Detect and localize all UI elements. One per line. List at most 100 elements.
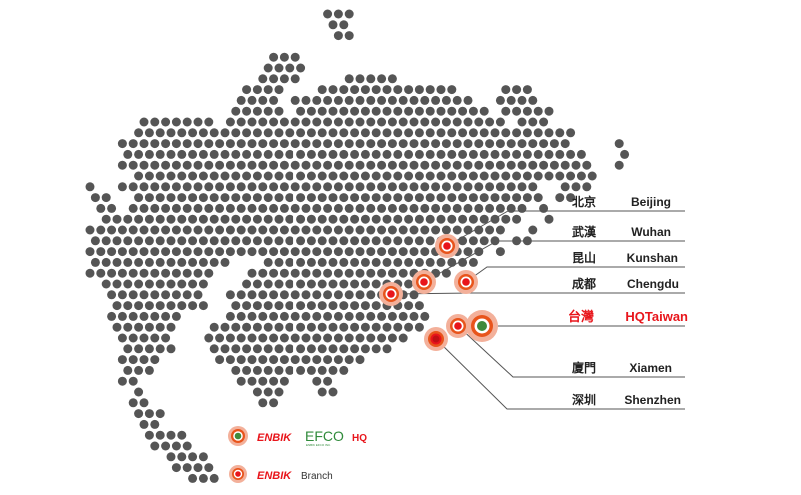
map-dot [101,193,111,203]
map-dot [382,171,392,181]
map-dot [150,311,160,321]
map-dot [134,344,144,354]
branch-marker-icon[interactable] [454,270,478,294]
map-dot [134,257,144,267]
map-dot [377,74,387,84]
location-shenzhen[interactable]: 深圳 Shenzhen [572,392,681,407]
map-dot [225,333,235,343]
map-dot [258,74,268,84]
map-dot [317,365,327,375]
map-dot [387,268,397,278]
map-dot [355,74,365,84]
map-dot [247,268,257,278]
map-dot [355,355,365,365]
leader-lines [390,210,685,410]
map-dot [377,333,387,343]
map-dot [107,203,117,213]
map-dot [436,106,446,116]
map-dot [387,247,397,257]
map-dot [393,85,403,95]
map-dot [301,160,311,170]
map-dot [458,257,468,267]
map-dot [528,182,538,192]
map-dot [161,247,171,257]
map-dot [512,193,522,203]
map-dot [220,236,230,246]
map-dot [263,365,273,375]
map-dot [117,160,127,170]
map-dot [279,74,289,84]
map-dot [317,85,327,95]
location-wuhan[interactable]: 武漢 Wuhan [572,224,671,239]
map-dot [377,182,387,192]
map-dot [377,95,387,105]
map-dot [231,193,241,203]
location-taiwan[interactable]: 台灣 HQTaiwan [568,309,688,325]
map-dot [387,311,397,321]
map-dot [425,149,435,159]
map-dot [431,139,441,149]
map-dot [425,171,435,181]
map-dot [269,333,279,343]
map-dot [382,85,392,95]
map-dot [479,214,489,224]
map-dot [258,117,268,127]
map-dot [150,333,160,343]
map-dot [350,279,360,289]
map-dot [393,106,403,116]
map-dot [328,344,338,354]
map-dot [328,193,338,203]
map-dot [123,214,133,224]
map-dot [144,193,154,203]
map-dot [117,247,127,257]
location-chengdu[interactable]: 成都 Chengdu [572,276,679,291]
map-dot [269,311,279,321]
map-dot [468,257,478,267]
branch-marker-icon[interactable] [412,270,436,294]
map-dot [387,74,397,84]
map-dot [301,290,311,300]
legend: ENBIK EFCO ENBIK EFCO INC. HQ ENBIK Bran… [228,426,367,483]
map-dot [512,149,522,159]
map-dot [414,193,424,203]
map-dots-outside [85,9,576,483]
map-dot [323,225,333,235]
map-dot [242,236,252,246]
map-dot [409,311,419,321]
map-dot [371,193,381,203]
map-dot [301,268,311,278]
map-dot [333,160,343,170]
map-dot [366,139,376,149]
location-kunshan[interactable]: 昆山 Kunshan [572,250,678,265]
map-dot [258,160,268,170]
map-dot [495,182,505,192]
map-dot [458,236,468,246]
location-beijing[interactable]: 北京 Beijing [572,194,671,209]
map-dot [306,106,316,116]
map-dot [247,355,257,365]
map-dot [263,387,273,397]
branch-marker-icon[interactable] [435,234,459,258]
map-dot [269,182,279,192]
map-dot [333,95,343,105]
map-dot [123,236,133,246]
map-dot [252,279,262,289]
map-dot [323,311,333,321]
map-dot [436,257,446,267]
branch-marker-icon[interactable] [446,314,470,338]
map-dot [198,214,208,224]
map-dot [171,311,181,321]
branch-marker-icon[interactable] [379,282,403,306]
branch-marker-icon[interactable] [424,327,448,351]
map-dot [528,117,538,127]
map-dot [333,290,343,300]
map-dot [242,171,252,181]
map-dot [204,333,214,343]
map-dot [247,139,257,149]
map-dot [393,128,403,138]
map-dot [463,139,473,149]
map-dot [182,290,192,300]
location-xiamen[interactable]: 廈門 Xiamen [572,360,672,375]
map-dot [150,203,160,213]
hq-marker-icon[interactable] [466,310,498,342]
